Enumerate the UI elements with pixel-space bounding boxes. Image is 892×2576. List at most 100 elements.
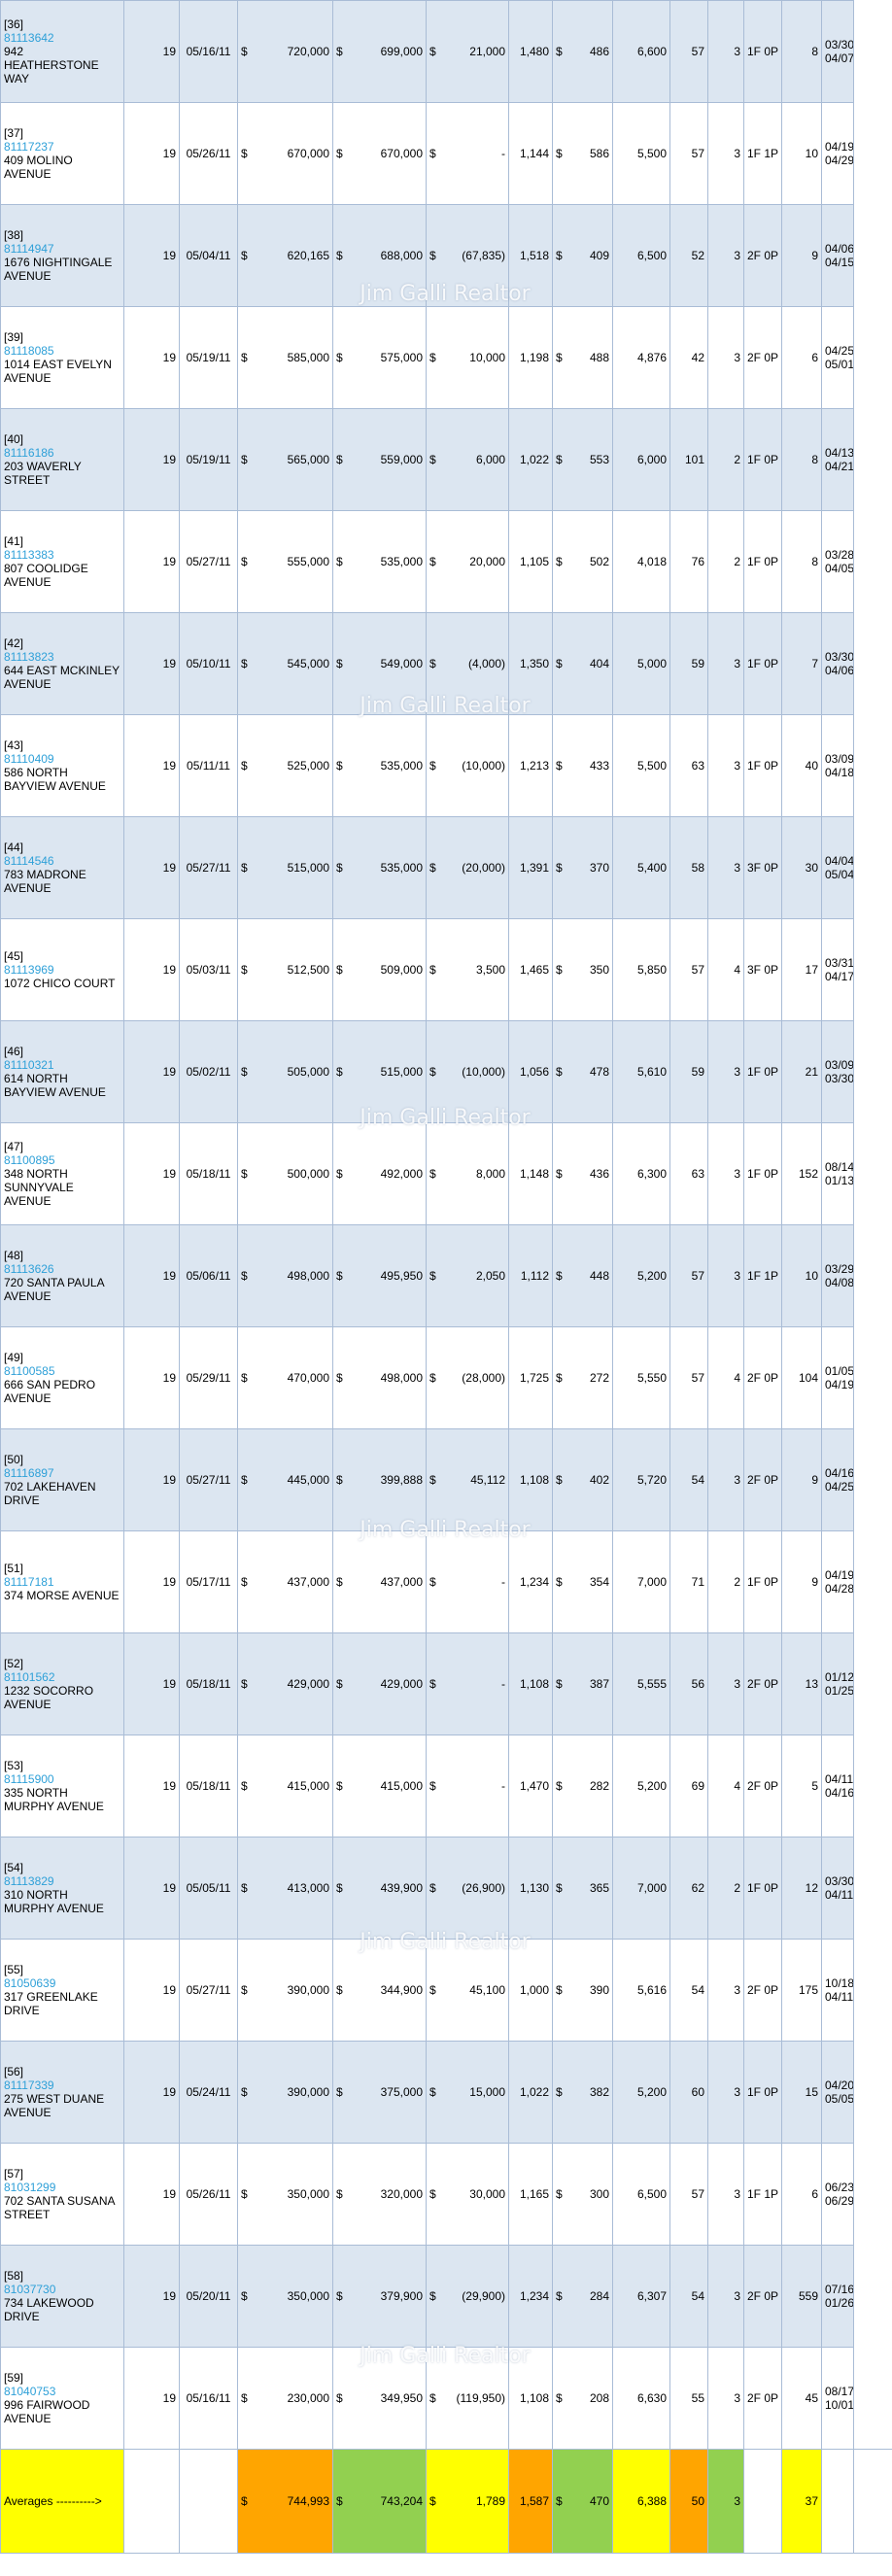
list-date: 03/09/11 [825,1058,854,1072]
mls-number-link[interactable]: 81101562 [4,1670,55,1684]
listing-row: [37] 81117237 409 MOLINO AVENUE 19 05/26/11 $… [0,102,892,205]
listing-row: [59] 81040753 996 FAIRWOOD AVENUE 19 05/16/1… [0,2347,892,2450]
mls-number-link[interactable]: 81037730 [4,2283,56,2296]
mls-number-link[interactable]: 81031299 [4,2181,56,2194]
property-cell: [39] 81118085 1014 EAST EVELYN AVENUE [0,306,124,409]
averages-price-per-sqft: $470 [552,2449,613,2554]
listing-index: [43] [4,738,24,752]
currency-symbol: $ [336,2187,343,2201]
price-difference: $ - [426,1632,509,1735]
sold-date: 05/17/11 [179,1530,238,1633]
property-cell: [54] 81113829 310 NORTH MURPHY AVENUE [0,1837,124,1940]
property-cell: [36] 81113642 942 HEATHERSTONE WAY [0,0,124,103]
sold-date: 05/26/11 [179,2143,238,2246]
list-date: 01/05/11 [825,1364,854,1378]
mls-number-link[interactable]: 81040753 [4,2385,56,2398]
currency-symbol: $ [556,249,563,262]
price-difference: $10,000 [426,306,509,409]
list-price: $565,000 [237,408,333,511]
price-per-sqft: $300 [552,2143,613,2246]
currency-symbol: $ [241,45,248,58]
mls-number-link[interactable]: 81110409 [4,752,54,766]
lot-size: 5,850 [612,918,670,1021]
currency-symbol: $ [429,1881,436,1895]
street-address: 644 EAST MCKINLEY AVENUE [4,664,120,691]
averages-blank-cell [853,2449,892,2554]
sale-price: $344,900 [332,1939,427,2042]
list-price: $445,000 [237,1428,333,1531]
mls-number-link[interactable]: 81113969 [4,963,54,977]
mls-number-link[interactable]: 81110321 [4,1058,54,1072]
currency-symbol: $ [556,351,563,364]
price-difference: $ (10,000) [426,1020,509,1123]
currency-symbol: $ [241,1677,248,1691]
listing-index: [48] [4,1249,24,1262]
home-age: 54 [669,2245,708,2348]
listing-dates: 03/30/1104/07/11 [821,0,854,103]
mls-number-link[interactable]: 81113829 [4,1874,54,1888]
currency-symbol: $ [241,1269,248,1283]
mls-number-link[interactable]: 81113642 [4,31,54,45]
square-feet: 1,234 [508,2245,553,2348]
sold-date: 05/27/11 [179,816,238,919]
mls-number-link[interactable]: 81113626 [4,1262,54,1276]
pending-date: 04/19/11 [825,1378,854,1391]
days-count: 19 [123,2347,180,2450]
price-per-sqft: $282 [552,1735,613,1838]
listing-row: [36] 81113642 942 HEATHERSTONE WAY 19 05/16/… [0,0,892,103]
mls-number-link[interactable]: 81114947 [4,242,54,256]
listing-dates: 03/31/1104/17/11 [821,918,854,1021]
mls-number-link[interactable]: 81117237 [4,140,54,154]
currency-symbol: $ [241,1779,248,1793]
mls-number-link[interactable]: 81113383 [4,548,54,562]
lot-size: 5,720 [612,1428,670,1531]
home-age: 57 [669,918,708,1021]
mls-number-link[interactable]: 81116897 [4,1466,54,1480]
home-age: 52 [669,204,708,307]
mls-number-link[interactable]: 81113823 [4,650,54,664]
currency-symbol: $ [429,1371,436,1385]
list-date: 04/11/11 [825,1772,854,1786]
currency-symbol: $ [241,1575,248,1589]
mls-number-link[interactable]: 81118085 [4,344,54,358]
averages-blank-cell [179,2449,238,2554]
listing-index: [49] [4,1351,24,1364]
mls-number-link[interactable]: 81100895 [4,1153,55,1167]
mls-number-link[interactable]: 81050639 [4,1976,56,1990]
price-per-sqft: $365 [552,1837,613,1940]
list-price: $413,000 [237,1837,333,1940]
currency-symbol: $ [336,1881,343,1895]
street-address: 942 HEATHERSTONE WAY [4,45,99,86]
mls-number-link[interactable]: 81116186 [4,446,54,460]
listing-dates: 04/20/1105/05/11 [821,2041,854,2144]
days-count: 19 [123,1632,180,1735]
home-age: 57 [669,102,708,205]
pending-date: 04/15/11 [825,256,854,269]
currency-symbol: $ [241,2085,248,2099]
currency-symbol: $ [429,759,436,773]
mls-number-link[interactable]: 81100585 [4,1364,55,1378]
cumulative-days-on-market: 12 [781,1837,822,1940]
list-date: 03/29/11 [825,1262,854,1276]
mls-number-link[interactable]: 81115900 [4,1772,54,1786]
days-count: 19 [123,408,180,511]
price-per-sqft: $448 [552,1224,613,1327]
currency-symbol: $ [429,1065,436,1079]
price-difference: $45,112 [426,1428,509,1531]
currency-symbol: $ [556,2289,563,2303]
bedrooms: 3 [707,2143,744,2246]
list-date: 03/30/11 [825,650,854,664]
square-feet: 1,213 [508,714,553,817]
mls-number-link[interactable]: 81114546 [4,854,54,868]
home-age: 63 [669,1122,708,1225]
list-date: 08/14/10 [825,1160,854,1174]
pending-date: 10/01/10 [825,2398,854,2412]
lot-size: 5,616 [612,1939,670,2042]
sale-price: $515,000 [332,1020,427,1123]
bathrooms: 1F 0P [743,612,782,715]
home-age: 63 [669,714,708,817]
mls-number-link[interactable]: 81117181 [4,1575,54,1589]
street-address: 1072 CHICO COURT [4,977,116,990]
bathrooms: 1F 0P [743,1020,782,1123]
mls-number-link[interactable]: 81117339 [4,2078,54,2092]
